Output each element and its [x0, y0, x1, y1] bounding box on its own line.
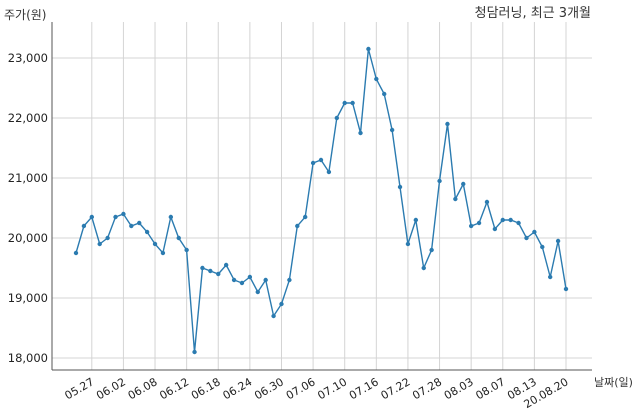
data-point — [429, 247, 434, 253]
data-point — [184, 247, 189, 253]
data-point — [231, 277, 237, 283]
data-point — [81, 223, 87, 229]
data-point — [500, 217, 505, 223]
data-point — [389, 127, 395, 133]
chart-title: 청담러닝, 최근 3개월 — [475, 6, 591, 21]
data-point — [382, 91, 387, 97]
data-point — [89, 214, 95, 220]
data-point — [421, 265, 426, 271]
data-point — [144, 229, 150, 235]
data-point — [437, 178, 442, 184]
x-tick-label: 08.07 — [473, 375, 507, 402]
data-point — [461, 181, 466, 187]
data-point — [374, 76, 379, 82]
data-point — [358, 130, 363, 136]
x-tick-label: 06.12 — [157, 375, 191, 402]
x-tick-label: 05.27 — [63, 375, 97, 402]
data-point — [192, 349, 197, 355]
data-point — [366, 46, 371, 52]
data-point — [200, 265, 205, 271]
grid — [52, 22, 592, 370]
data-point — [255, 289, 260, 295]
data-point — [524, 235, 529, 241]
data-point — [302, 214, 308, 220]
y-tick-label: 23,000 — [8, 51, 48, 65]
x-tick-label: 06.08 — [126, 375, 160, 402]
x-axis-label: 날짜(일) — [594, 375, 633, 389]
data-point — [295, 223, 300, 229]
y-axis-label: 주가(원) — [4, 8, 46, 22]
x-tick-label: 06.30 — [252, 375, 286, 402]
data-point — [271, 313, 276, 319]
x-tick-label: 07.22 — [379, 375, 413, 402]
data-point — [476, 220, 482, 226]
data-point — [563, 286, 569, 292]
data-point — [247, 274, 253, 280]
y-tick-label: 18,000 — [8, 351, 48, 365]
data-point — [397, 184, 403, 190]
data-point — [547, 274, 553, 280]
y-tick-label: 20,000 — [8, 231, 48, 245]
x-tick-label: 06.24 — [221, 375, 255, 402]
data-point — [413, 217, 419, 223]
data-point — [73, 250, 79, 256]
data-point — [405, 241, 411, 247]
data-point — [168, 214, 174, 220]
x-tick-label: 07.16 — [347, 375, 381, 402]
x-tick-label: 06.02 — [94, 375, 128, 402]
data-point — [121, 211, 126, 217]
data-point — [287, 277, 292, 283]
series — [73, 46, 569, 355]
x-tick-label: 08.03 — [442, 375, 476, 402]
data-point — [540, 244, 545, 250]
data-point — [318, 157, 324, 163]
data-point — [334, 115, 340, 121]
data-point — [113, 214, 118, 220]
data-point — [310, 160, 316, 166]
data-point — [342, 100, 347, 106]
data-point — [137, 220, 142, 226]
data-point — [208, 268, 213, 274]
data-point — [516, 220, 521, 226]
data-point — [176, 235, 181, 241]
data-point — [129, 223, 134, 229]
y-tick-label: 21,000 — [8, 171, 48, 185]
price-line — [75, 48, 567, 353]
data-point — [508, 217, 513, 223]
data-point — [105, 235, 110, 241]
data-point — [97, 241, 102, 247]
x-tick-label: 07.10 — [315, 375, 349, 402]
data-point — [216, 271, 221, 277]
data-point — [326, 169, 332, 175]
x-tick-label: 07.28 — [410, 375, 444, 402]
y-tick-label: 22,000 — [8, 111, 48, 125]
data-point — [492, 226, 498, 232]
data-point — [152, 241, 158, 247]
data-point — [350, 100, 355, 106]
x-tick-label: 06.18 — [189, 375, 223, 402]
data-point — [223, 262, 229, 268]
data-point — [484, 199, 490, 205]
data-point — [468, 223, 474, 229]
x-tick-label: 07.06 — [284, 375, 318, 402]
y-tick-label: 19,000 — [8, 291, 48, 305]
data-point — [239, 280, 245, 286]
data-point — [555, 238, 561, 244]
data-point — [160, 250, 166, 256]
axes — [51, 22, 592, 371]
data-point — [445, 121, 450, 127]
data-point — [279, 301, 284, 307]
data-point — [453, 196, 458, 202]
data-point — [532, 229, 537, 235]
data-point — [263, 277, 268, 283]
